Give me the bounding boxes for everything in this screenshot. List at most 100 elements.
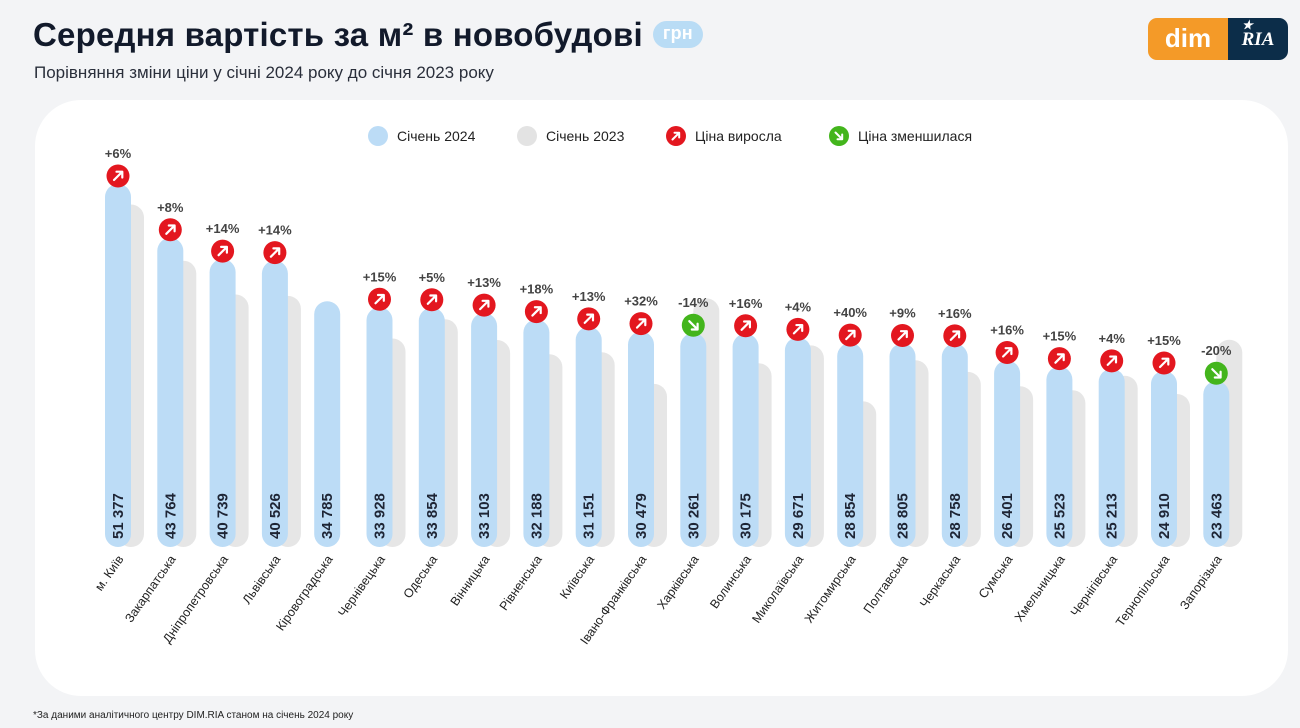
bar-jan2024 <box>1098 368 1125 547</box>
change-percent-label: +6% <box>105 146 132 161</box>
bar-value-label: 24 910 <box>1156 493 1173 539</box>
bar-value-label: 25 213 <box>1104 493 1121 539</box>
bar-value-label: 26 401 <box>999 493 1016 539</box>
category-label: Хмельницька <box>1012 553 1068 625</box>
change-percent-label: +16% <box>938 306 972 321</box>
legend-down: Ціна зменшилася <box>829 126 972 146</box>
bar-jan2024 <box>889 343 916 547</box>
bar-value-label: 30 175 <box>738 493 755 539</box>
chart-legend: Січень 2024 Січень 2023 Ціна виросла Цін… <box>0 126 1300 150</box>
bar-value-label: 34 785 <box>319 493 336 539</box>
change-percent-label: +32% <box>624 294 658 309</box>
arrow-glyph <box>269 247 281 258</box>
arrow-glyph <box>217 245 228 257</box>
bar-jan2024 <box>628 331 654 547</box>
change-percent-label: +14% <box>206 221 240 236</box>
category-label: Житомирська <box>802 553 859 626</box>
bar-jan2024 <box>680 333 707 547</box>
bar-value-label: 30 261 <box>685 493 702 539</box>
bar-value-label: 30 479 <box>633 493 650 539</box>
arrow-glyph <box>1106 355 1118 366</box>
bar-value-label: 28 805 <box>895 493 912 539</box>
bar-jan2024 <box>1151 371 1177 547</box>
bar-jan2024 <box>1203 381 1230 547</box>
dim-ria-logo: dim ★ RIA <box>1148 18 1288 60</box>
bar-jan2024 <box>471 313 498 547</box>
bar-jan2024 <box>366 307 393 547</box>
arrow-glyph <box>426 294 438 305</box>
change-percent-label: +15% <box>1147 333 1181 348</box>
bar-jan2024 <box>837 343 864 547</box>
arrow-glyph <box>897 330 908 341</box>
arrow-glyph <box>112 170 124 182</box>
legend-swatch-jan2023 <box>517 126 537 146</box>
change-percent-label: +13% <box>467 275 501 290</box>
arrow-glyph <box>845 329 856 341</box>
change-percent-label: +5% <box>419 270 446 285</box>
category-label: Закарпатська <box>122 553 179 625</box>
bar-value-label: 40 739 <box>215 493 232 539</box>
category-label: Харківська <box>654 553 701 612</box>
category-label: Кіровоградська <box>273 553 335 634</box>
category-label: Вінницька <box>448 553 493 609</box>
category-label: Чернігівська <box>1068 553 1120 619</box>
bar-value-label: 23 463 <box>1208 493 1225 539</box>
arrow-glyph <box>688 320 699 331</box>
change-percent-label: +16% <box>729 296 763 311</box>
bar-value-label: 29 671 <box>790 493 807 539</box>
legend-label-jan2024: Січень 2024 <box>397 128 476 144</box>
category-label: Миколаївська <box>749 553 806 626</box>
change-percent-label: +8% <box>157 200 184 215</box>
change-percent-label: +13% <box>572 289 606 304</box>
bar-jan2024 <box>261 260 288 547</box>
category-label: Тернопільська <box>1113 553 1172 629</box>
legend-label-jan2023: Січень 2023 <box>546 128 625 144</box>
legend-swatch-jan2024 <box>368 126 388 146</box>
logo-ria-text: RIA <box>1241 29 1275 50</box>
title-text: Середня вартість за м² в новобудові <box>33 16 643 53</box>
change-percent-label: +18% <box>520 282 554 297</box>
legend-label-up: Ціна виросла <box>695 128 782 144</box>
bar-jan2024 <box>105 184 131 547</box>
bar-jan2024 <box>209 259 236 547</box>
bar-jan2024 <box>314 301 341 547</box>
change-percent-label: +14% <box>258 223 292 238</box>
bar-value-label: 51 377 <box>110 493 127 539</box>
bar-value-label: 33 854 <box>424 492 441 539</box>
bar-value-label: 40 526 <box>267 493 284 539</box>
bar-value-label: 43 764 <box>162 492 179 539</box>
category-label: Черкаська <box>917 553 963 611</box>
bar-jan2024 <box>575 326 602 547</box>
arrow-glyph <box>374 293 385 305</box>
bar-jan2024 <box>523 319 550 547</box>
arrow-glyph <box>583 313 595 325</box>
unit-badge: грн <box>652 20 703 48</box>
arrow-glyph <box>1054 353 1065 364</box>
change-percent-label: +15% <box>363 269 397 284</box>
arrow-glyph <box>1158 357 1170 369</box>
change-percent-label: +4% <box>1099 331 1126 346</box>
arrow-glyph <box>949 330 961 341</box>
change-percent-label: +40% <box>833 305 867 320</box>
bar-value-label: 33 928 <box>372 493 389 539</box>
arrow-glyph <box>479 299 490 311</box>
bar-value-label: 25 523 <box>1051 493 1068 539</box>
category-label: Чернівецька <box>335 553 388 620</box>
arrow-down-right-icon <box>829 126 849 146</box>
logo-dim: dim <box>1148 18 1228 60</box>
bar-jan2024 <box>157 237 184 547</box>
arrow-glyph <box>792 323 804 335</box>
legend-up: Ціна виросла <box>666 126 782 146</box>
bar-jan2024 <box>994 360 1021 547</box>
category-label: Запорізька <box>1177 553 1225 613</box>
bar-jan2024 <box>732 333 759 547</box>
change-percent-label: +16% <box>990 322 1024 337</box>
arrow-glyph <box>635 318 647 329</box>
logo-ria: ★ RIA <box>1228 18 1288 60</box>
change-percent-label: +9% <box>889 305 916 320</box>
bar-value-label: 28 854 <box>842 492 859 539</box>
page-title: Середня вартість за м² в новобудові грн <box>33 16 703 54</box>
star-icon: ★ <box>1242 18 1253 32</box>
bar-value-label: 28 758 <box>947 493 964 539</box>
bar-jan2024 <box>418 307 445 547</box>
